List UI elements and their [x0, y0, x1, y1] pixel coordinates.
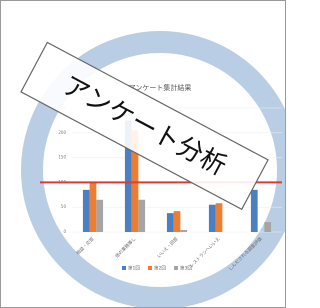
legend-swatch [174, 266, 178, 270]
bar [251, 190, 258, 232]
bar [209, 205, 216, 232]
page: アンケート集計結果 050100150200250相談・応答他の業務等しいいえ・… [0, 0, 320, 308]
y-tick-label: 50 [61, 204, 67, 209]
bar [180, 230, 187, 232]
legend-label: 第1回 [128, 265, 140, 272]
bar [216, 203, 223, 232]
bar [174, 211, 181, 232]
y-tick-label: 150 [58, 155, 66, 160]
legend-label: 第2回 [154, 265, 166, 272]
bar [83, 190, 90, 232]
legend-swatch [148, 266, 152, 270]
bar [90, 182, 97, 232]
bar [96, 200, 103, 232]
bar [167, 213, 174, 232]
bar [264, 222, 271, 232]
legend-label: 第3回 [180, 265, 192, 272]
illustration: アンケート集計結果 050100150200250相談・応答他の業務等しいいえ・… [0, 0, 286, 308]
y-tick-label: 200 [58, 130, 66, 135]
legend-swatch [122, 266, 126, 270]
bar [138, 200, 145, 232]
